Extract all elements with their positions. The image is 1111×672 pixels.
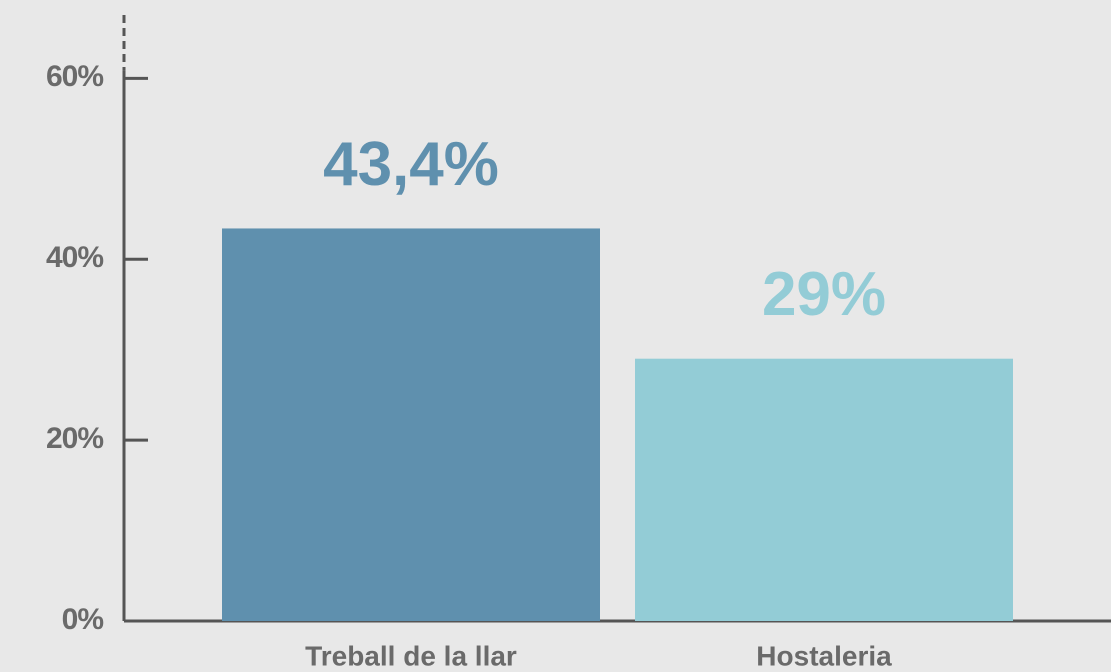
- value-label: 29%: [762, 260, 886, 329]
- x-tick-label: Hostaleria: [756, 640, 892, 671]
- value-label: 43,4%: [323, 130, 499, 199]
- y-tick-label: 60%: [46, 60, 103, 93]
- y-tick-label: 40%: [46, 241, 103, 274]
- bar: [222, 228, 600, 621]
- bar: [635, 358, 1013, 621]
- x-tick-label: Treball de la llar: [305, 640, 517, 671]
- y-tick-label: 0%: [62, 603, 104, 636]
- y-tick-label: 20%: [46, 422, 103, 455]
